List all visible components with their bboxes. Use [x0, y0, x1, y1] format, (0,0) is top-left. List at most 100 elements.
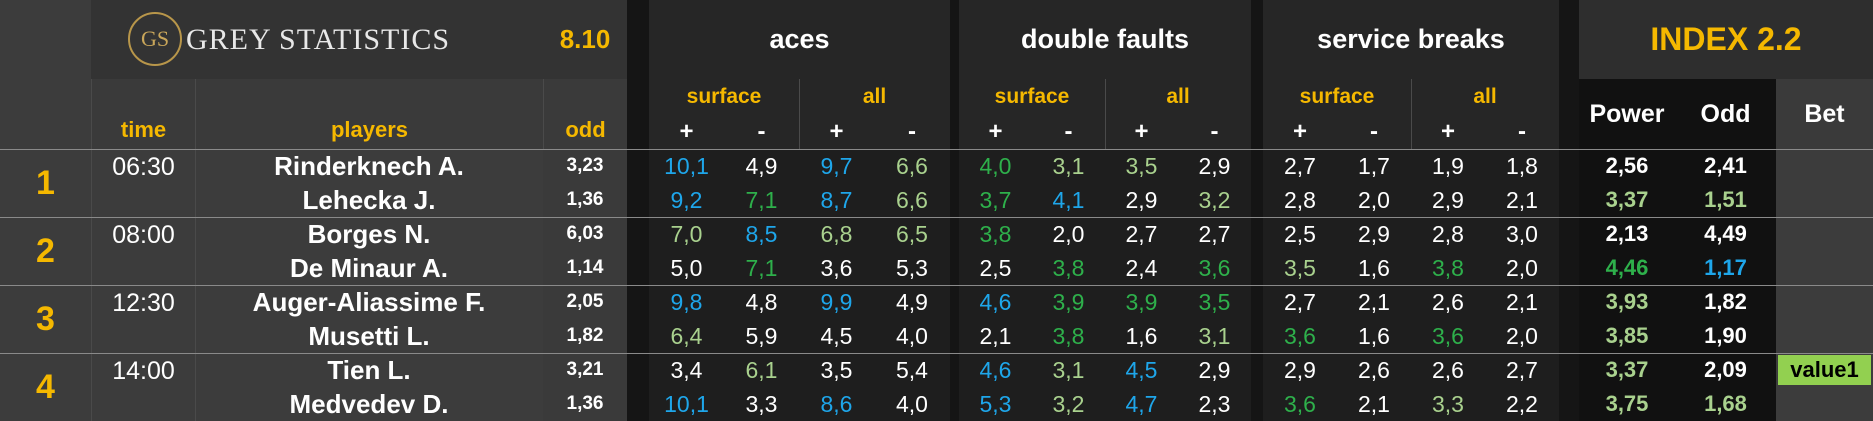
index-area: INDEX 2.2: [1579, 0, 1873, 79]
stat-value: 2,7: [1125, 220, 1158, 247]
match-number: 3: [0, 285, 91, 353]
sign-label: -: [757, 118, 766, 145]
stat-value: 2,7: [1284, 288, 1316, 315]
player-odd: 3,23: [566, 155, 604, 176]
stat-value: 5,3: [979, 390, 1012, 417]
stats-cell: [959, 217, 1251, 285]
row-separator: [0, 285, 1873, 286]
group-header: aces: [649, 0, 950, 79]
stat-value: 4,6: [979, 288, 1012, 315]
player-name: Rinderknech A.: [274, 150, 464, 181]
stats-cell: [1263, 285, 1559, 353]
stat-value: 2,0: [1506, 254, 1538, 281]
stats-cell: [649, 285, 950, 353]
stat-value: 4,0: [896, 390, 928, 417]
stat-value: 3,1: [1052, 152, 1085, 179]
subgroup-label: all: [862, 85, 887, 108]
stat-value: 5,0: [670, 254, 703, 281]
power-cell: [1579, 353, 1776, 421]
sign-label: +: [1440, 118, 1455, 145]
stat-value: 2,9: [1432, 186, 1464, 213]
stat-value: 2,9: [1284, 356, 1316, 383]
match-number: 4: [0, 353, 91, 421]
stat-value: 6,1: [745, 356, 778, 383]
corner: [0, 0, 91, 79]
stats-cell: [649, 217, 950, 285]
odd-value: 1,90: [1704, 323, 1747, 348]
stat-value: 3,8: [979, 220, 1012, 247]
stat-value: 10,1: [664, 390, 709, 417]
stats-cell: [649, 353, 950, 421]
odd-value: 4,49: [1704, 221, 1747, 246]
sign-label: -: [1518, 118, 1526, 145]
stat-value: 3,6: [1198, 254, 1231, 281]
column-header: odd: [543, 79, 627, 149]
stat-value: 2,0: [1052, 220, 1085, 247]
stat-value: 2,5: [1284, 220, 1316, 247]
match-time: 08:00: [91, 217, 195, 285]
odd-cell: [543, 149, 627, 217]
stat-value: 2,7: [1198, 220, 1231, 247]
power-value: 2,13: [1605, 221, 1649, 246]
corner: [0, 79, 91, 149]
stat-value: 3,0: [1506, 220, 1538, 247]
stat-value: 2,0: [1506, 322, 1538, 349]
sign-label: -: [1370, 118, 1378, 145]
stat-value: 2,7: [1506, 356, 1538, 383]
odd-value: 1,51: [1704, 187, 1747, 212]
logo: GS: [128, 12, 182, 66]
stat-value: 3,9: [1052, 288, 1085, 315]
stat-value: 3,2: [1198, 186, 1231, 213]
player-odd: 1,36: [566, 393, 604, 414]
stat-value: 2,1: [1506, 288, 1538, 315]
stat-value: 2,9: [1198, 152, 1231, 179]
column-header: time: [91, 79, 195, 149]
stat-value: 9,9: [820, 288, 853, 315]
stat-value: 1,9: [1432, 152, 1464, 179]
stat-value: 6,5: [896, 220, 928, 247]
stat-value: 3,8: [1052, 322, 1085, 349]
player-name: Lehecka J.: [302, 184, 436, 215]
stat-value: 1,6: [1125, 322, 1158, 349]
stat-value: 1,6: [1358, 254, 1390, 281]
stat-value: 5,4: [896, 356, 928, 383]
stat-value: 7,0: [670, 220, 703, 247]
stat-value: 2,6: [1358, 356, 1390, 383]
player-name: Auger-Aliassime F.: [252, 286, 486, 317]
player-name: Tien L.: [327, 354, 411, 385]
column-header: players: [195, 79, 543, 149]
power-cell: [1579, 285, 1776, 353]
stat-value: 8,6: [820, 390, 853, 417]
stat-value: 4,8: [745, 288, 778, 315]
odd-value: 2,41: [1704, 153, 1747, 178]
stat-value: 2,9: [1358, 220, 1390, 247]
stat-value: 3,5: [820, 356, 853, 383]
power-value: 3,37: [1605, 187, 1649, 212]
player-odd: 1,36: [566, 189, 604, 210]
stat-value: 2,1: [1358, 288, 1390, 315]
stats-cell: [1263, 217, 1559, 285]
stat-value: 6,8: [820, 220, 853, 247]
stat-value: 2,3: [1198, 390, 1231, 417]
stat-value: 6,4: [670, 322, 703, 349]
match-time: 14:00: [91, 353, 195, 421]
stat-value: 2,9: [1198, 356, 1231, 383]
odd-value: 2,09: [1704, 357, 1747, 382]
stats-cell: [1263, 353, 1559, 421]
power-value: 3,85: [1605, 323, 1649, 348]
stats-cell: [959, 353, 1251, 421]
players-cell: [195, 149, 543, 217]
bet-badge: value1: [1778, 355, 1871, 385]
bet-cell: [1776, 149, 1873, 217]
row-separator: [0, 149, 1873, 150]
odd-cell: [543, 285, 627, 353]
stat-value: 9,7: [820, 152, 853, 179]
odd-value: 1,17: [1704, 255, 1747, 280]
stat-value: 2,5: [979, 254, 1012, 281]
stat-value: 3,6: [1284, 390, 1316, 417]
sign-label: +: [1134, 118, 1149, 145]
subgroup-label: surface: [686, 85, 762, 108]
power-value: 4,46: [1605, 255, 1649, 280]
stat-value: 4,6: [979, 356, 1012, 383]
stat-value: 4,0: [979, 152, 1012, 179]
